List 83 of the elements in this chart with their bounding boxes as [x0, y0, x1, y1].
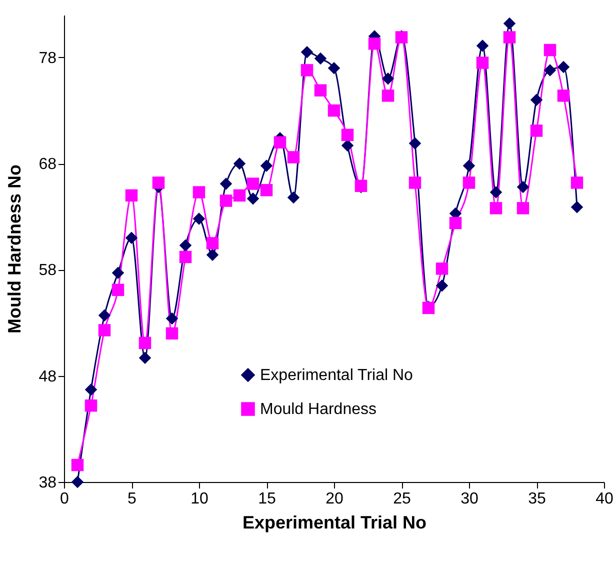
point	[328, 104, 340, 117]
point	[557, 90, 570, 102]
point	[71, 458, 84, 472]
point	[570, 176, 584, 189]
point	[490, 202, 502, 214]
point	[260, 160, 273, 172]
point	[138, 336, 152, 350]
point	[84, 399, 98, 412]
point	[328, 62, 340, 74]
point	[125, 189, 138, 202]
x-axis-title: Experimental Trial No	[242, 512, 427, 532]
x-tick-label: 10	[190, 490, 208, 508]
x-tick-label: 15	[258, 490, 276, 508]
point	[192, 212, 206, 225]
point	[233, 189, 246, 202]
point	[503, 17, 516, 30]
point	[449, 216, 462, 230]
x-tick-label: 5	[128, 490, 137, 508]
point	[436, 280, 448, 292]
point	[233, 157, 246, 170]
x-tick-label: 20	[326, 490, 344, 508]
point	[206, 248, 219, 261]
point	[341, 128, 354, 142]
point	[287, 191, 300, 204]
point	[179, 250, 192, 264]
y-tick-label: 48	[38, 368, 57, 386]
point	[544, 64, 556, 76]
point	[192, 186, 206, 198]
point	[220, 194, 232, 207]
point	[503, 31, 516, 44]
point	[179, 239, 192, 252]
x-tick-label: 30	[460, 490, 478, 508]
point	[314, 84, 327, 96]
y-axis-title: Mould Hardness No	[4, 164, 25, 334]
x-tick-label: 25	[393, 490, 411, 508]
point	[557, 60, 570, 74]
point	[516, 202, 530, 214]
point	[570, 200, 584, 214]
point	[246, 178, 260, 190]
point	[260, 184, 273, 196]
point	[476, 56, 489, 69]
point	[382, 72, 394, 85]
point	[516, 180, 530, 194]
point	[408, 176, 422, 189]
point	[98, 309, 111, 322]
point	[84, 384, 98, 396]
point	[544, 44, 556, 56]
point	[462, 176, 476, 189]
point	[382, 90, 394, 102]
point	[71, 476, 84, 488]
legend-label: Mould Hardness	[260, 401, 376, 418]
point	[98, 324, 111, 336]
point	[274, 136, 286, 148]
point	[112, 284, 124, 296]
point	[462, 160, 476, 172]
point	[138, 352, 152, 364]
point	[530, 124, 543, 137]
point	[287, 151, 300, 164]
point	[300, 64, 314, 76]
point	[152, 176, 165, 189]
point	[530, 94, 543, 106]
point	[166, 312, 178, 325]
point	[112, 266, 124, 280]
point	[166, 327, 178, 340]
point	[490, 186, 502, 198]
point	[125, 232, 138, 244]
y-tick-label: 78	[38, 50, 57, 67]
y-tick-label: 58	[38, 262, 57, 280]
x-tick-label: 40	[596, 490, 614, 508]
point	[220, 178, 232, 190]
point	[476, 40, 489, 52]
x-tick-label: 0	[60, 490, 70, 508]
y-tick-label: 68	[38, 156, 57, 174]
y-tick-label: 38	[38, 474, 57, 492]
point	[206, 237, 219, 250]
point	[436, 262, 448, 275]
point	[314, 52, 327, 65]
point	[408, 137, 422, 150]
point	[300, 46, 314, 58]
point	[368, 38, 381, 50]
point	[246, 192, 260, 205]
legend-label: Experimental Trial No	[260, 367, 414, 384]
x-tick-label: 35	[528, 490, 546, 508]
